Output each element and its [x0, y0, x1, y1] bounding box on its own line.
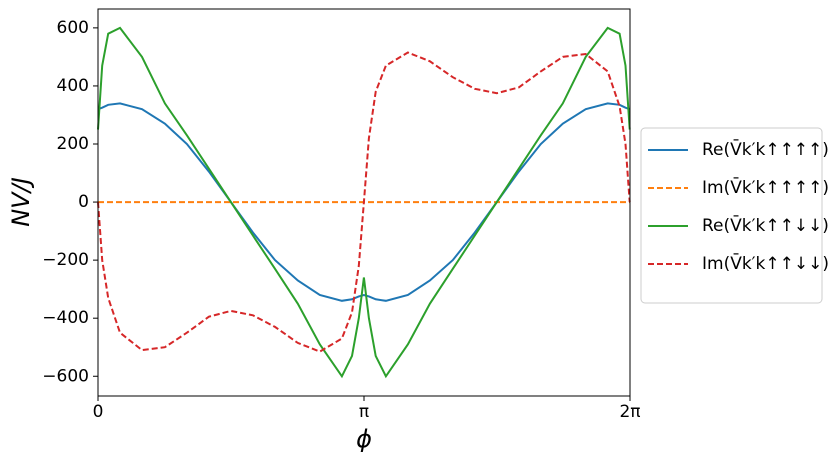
- y-tick-label: −200: [42, 250, 89, 270]
- legend-label: Re(V̄k′k↑↑↓↓): [702, 214, 829, 236]
- y-tick-label: −400: [42, 308, 89, 328]
- x-axis-label: ϕ: [356, 425, 372, 453]
- legend-label: Im(V̄k′k↑↑↓↓): [702, 252, 829, 274]
- x-tick-label: 2π: [619, 402, 640, 422]
- series-line: [97, 51, 631, 353]
- legend-box: [640, 127, 823, 304]
- y-tick-label: −600: [42, 366, 89, 386]
- y-tick-label: 0: [78, 192, 89, 212]
- x-tick-label: π: [359, 402, 369, 422]
- y-tick-label: 600: [57, 18, 89, 38]
- y-tick-label: 400: [57, 76, 89, 96]
- y-tick-label: 200: [57, 134, 89, 154]
- plot-frame: [97, 8, 631, 397]
- y-axis-label: NV/J: [7, 177, 35, 227]
- series-line: [97, 102, 631, 302]
- legend-label: Re(V̄k′k↑↑↑↑): [702, 138, 829, 160]
- legend-label: Im(V̄k′k↑↑↑↑): [702, 176, 829, 198]
- series-line: [97, 26, 631, 379]
- x-tick-label: 0: [93, 402, 104, 422]
